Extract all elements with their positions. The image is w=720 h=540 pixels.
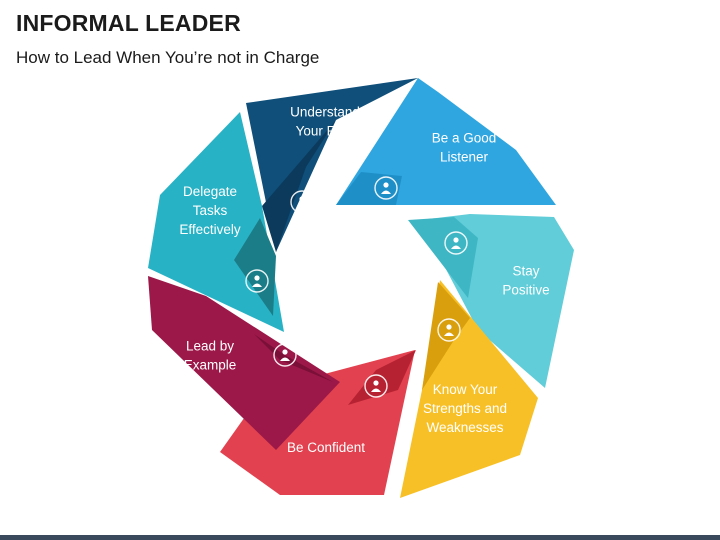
segment-label-understand-your-role: Understand [290,105,360,120]
segment-label-understand-your-role: Your Role [296,124,355,139]
segment-label-be-a-good-listener: Listener [440,150,489,165]
team-hierarchy-icon [245,269,269,293]
page-subtitle: How to Lead When You’re not in Charge [16,48,320,67]
segment-label-lead-by-example: Example [184,358,237,373]
segment-label-know-strengths-weaknesses: Weaknesses [426,420,503,435]
person-gear-icon [290,190,314,214]
segment-tab-delegate-tasks [234,218,276,316]
page-title: INFORMAL LEADER [16,10,241,36]
segment-label-lead-by-example: Lead by [186,339,234,354]
confident-person-icon [364,374,388,398]
segment-label-stay-positive: Stay [512,264,539,279]
person-raising-arms-icon [444,231,468,255]
segment-label-delegate-tasks: Effectively [179,222,241,237]
segment-label-be-a-good-listener: Be a Good [432,131,497,146]
ear-listen-icon [374,176,398,200]
segment-be-a-good-listener [336,78,556,205]
segment-label-stay-positive: Positive [502,283,549,298]
segment-tab-stay-positive [408,217,478,298]
segment-label-delegate-tasks: Tasks [193,203,228,218]
footer-bar [0,535,720,540]
segment-tab-understand-your-role [262,120,336,252]
segment-label-know-strengths-weaknesses: Strengths and [423,401,507,416]
segment-label-be-confident: Be Confident [287,440,365,455]
segment-tab-be-a-good-listener [336,172,402,205]
balance-scale-icon [437,318,461,342]
segment-label-delegate-tasks: Delegate [183,184,237,199]
segment-lead-by-example [148,276,340,450]
group-people-icon [273,343,297,367]
segment-label-know-strengths-weaknesses: Know Your [433,382,498,397]
